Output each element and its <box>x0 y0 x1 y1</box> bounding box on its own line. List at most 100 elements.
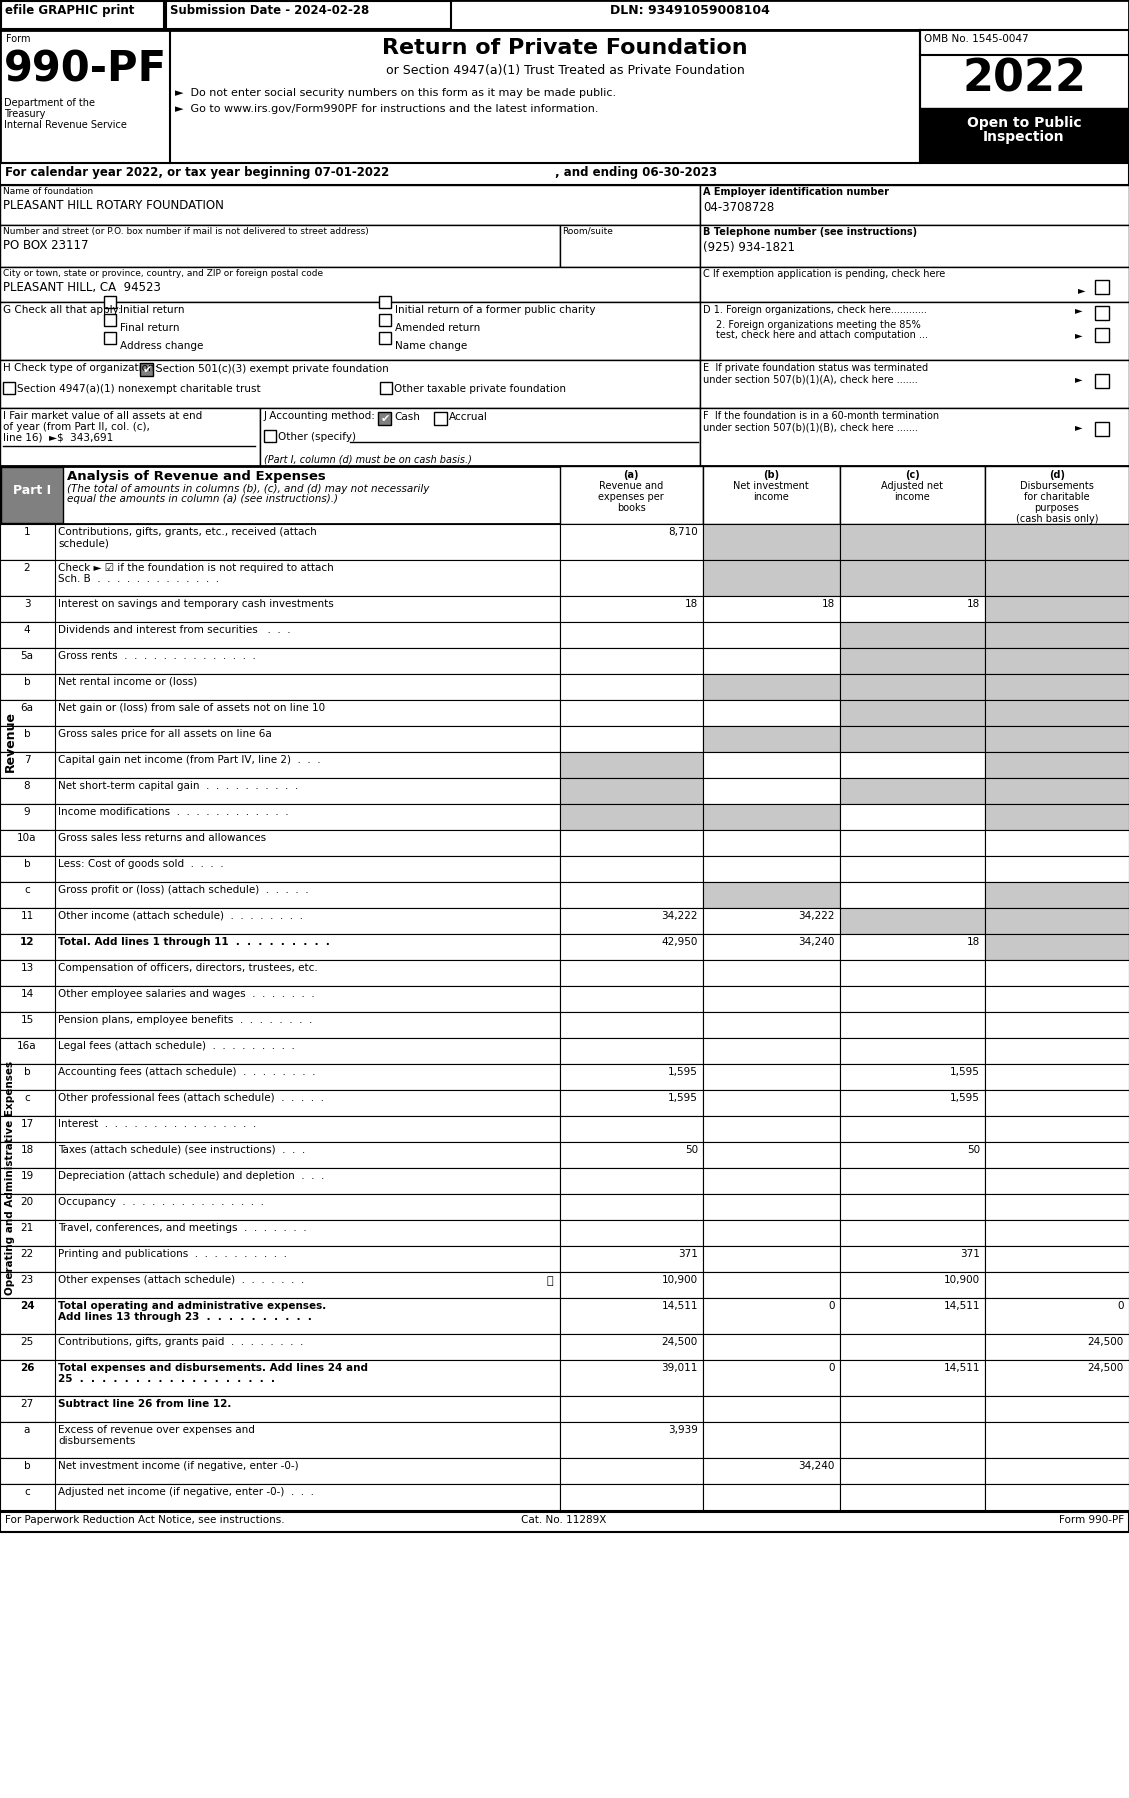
Text: b: b <box>24 859 30 868</box>
Text: Disbursements: Disbursements <box>1021 482 1094 491</box>
Bar <box>0 1512 1129 1532</box>
Bar <box>840 1458 984 1483</box>
Text: 50: 50 <box>966 1145 980 1154</box>
Text: ✔: ✔ <box>143 365 152 376</box>
Text: line 16)  ►$  343,691: line 16) ►$ 343,691 <box>3 433 113 442</box>
Bar <box>840 699 984 726</box>
Bar <box>984 1298 1129 1334</box>
Text: G Check all that apply:: G Check all that apply: <box>3 306 122 315</box>
Text: Adjusted net: Adjusted net <box>881 482 943 491</box>
Bar <box>840 1169 984 1194</box>
Text: Name of foundation: Name of foundation <box>3 187 93 196</box>
Bar <box>166 2 450 29</box>
Text: B Telephone number (see instructions): B Telephone number (see instructions) <box>703 227 917 237</box>
Bar <box>0 699 560 726</box>
Text: 1,595: 1,595 <box>668 1093 698 1102</box>
Text: F  If the foundation is in a 60-month termination: F If the foundation is in a 60-month ter… <box>703 412 939 421</box>
Text: efile GRAPHIC print: efile GRAPHIC print <box>5 4 134 16</box>
Text: or Section 4947(a)(1) Trust Treated as Private Foundation: or Section 4947(a)(1) Trust Treated as P… <box>386 65 744 77</box>
Text: 04-3708728: 04-3708728 <box>703 201 774 214</box>
Text: 3: 3 <box>24 599 30 610</box>
Bar <box>984 647 1129 674</box>
Text: 0: 0 <box>829 1363 835 1374</box>
Bar <box>703 1422 840 1458</box>
Bar <box>703 559 840 595</box>
Bar <box>984 1334 1129 1359</box>
Bar <box>703 1117 840 1142</box>
Text: Subtract line 26 from line 12.: Subtract line 26 from line 12. <box>58 1399 231 1410</box>
Bar <box>104 333 116 343</box>
Text: Initial return of a former public charity: Initial return of a former public charit… <box>395 306 595 315</box>
Text: Net investment: Net investment <box>733 482 808 491</box>
Bar <box>0 985 560 1012</box>
Bar <box>0 408 260 466</box>
Bar <box>0 1090 55 1117</box>
Bar <box>840 908 984 933</box>
Text: c: c <box>24 1093 29 1102</box>
Text: Occupancy  .  .  .  .  .  .  .  .  .  .  .  .  .  .  .: Occupancy . . . . . . . . . . . . . . . <box>58 1197 264 1206</box>
Bar <box>560 779 703 804</box>
Text: 4: 4 <box>24 626 30 635</box>
Bar <box>703 1221 840 1246</box>
Bar <box>560 1395 703 1422</box>
Text: , and ending 06-30-2023: , and ending 06-30-2023 <box>555 165 717 180</box>
Text: C If exemption application is pending, check here: C If exemption application is pending, c… <box>703 270 945 279</box>
Bar <box>700 266 1129 302</box>
Text: 2: 2 <box>24 563 30 574</box>
Text: Open to Public: Open to Public <box>966 117 1082 129</box>
Bar <box>703 1064 840 1090</box>
Bar <box>0 1395 560 1422</box>
Text: 39,011: 39,011 <box>662 1363 698 1374</box>
Text: Interest on savings and temporary cash investments: Interest on savings and temporary cash i… <box>58 599 334 610</box>
Bar <box>840 523 984 559</box>
Bar <box>703 1458 840 1483</box>
Text: Income modifications  .  .  .  .  .  .  .  .  .  .  .  .: Income modifications . . . . . . . . . .… <box>58 807 289 816</box>
Bar <box>984 856 1129 883</box>
Bar <box>560 1271 703 1298</box>
Text: 24,500: 24,500 <box>1087 1363 1124 1374</box>
Bar <box>840 1483 984 1510</box>
Text: 5a: 5a <box>20 651 34 662</box>
Bar <box>840 985 984 1012</box>
Bar <box>0 1271 55 1298</box>
Text: 34,222: 34,222 <box>662 912 698 921</box>
Bar <box>984 726 1129 752</box>
Text: 34,240: 34,240 <box>798 937 835 948</box>
Text: Room/suite: Room/suite <box>562 227 613 236</box>
Bar <box>840 779 984 804</box>
Bar <box>0 726 55 752</box>
Bar <box>840 1334 984 1359</box>
Bar <box>840 933 984 960</box>
Text: 3,939: 3,939 <box>668 1426 698 1435</box>
Bar <box>560 1012 703 1037</box>
Bar <box>703 804 840 831</box>
Bar <box>0 559 560 595</box>
Bar <box>1095 423 1109 435</box>
Bar <box>0 674 55 699</box>
Bar <box>1095 374 1109 388</box>
Bar <box>1095 327 1109 342</box>
Bar <box>840 1142 984 1169</box>
Text: 16a: 16a <box>17 1041 37 1052</box>
Text: OMB No. 1545-0047: OMB No. 1545-0047 <box>924 34 1029 43</box>
Text: Other income (attach schedule)  .  .  .  .  .  .  .  .: Other income (attach schedule) . . . . .… <box>58 912 303 921</box>
Text: 26: 26 <box>19 1363 34 1374</box>
Bar <box>703 1090 840 1117</box>
Bar <box>984 1221 1129 1246</box>
Text: 27: 27 <box>20 1399 34 1410</box>
Bar <box>560 985 703 1012</box>
Text: Dividends and interest from securities   .  .  .: Dividends and interest from securities .… <box>58 626 290 635</box>
Text: Initial return: Initial return <box>120 306 184 315</box>
Bar <box>703 1359 840 1395</box>
Text: 2022: 2022 <box>962 58 1086 101</box>
Bar <box>560 726 703 752</box>
Text: ►  Go to www.irs.gov/Form990PF for instructions and the latest information.: ► Go to www.irs.gov/Form990PF for instru… <box>175 104 598 113</box>
Text: For Paperwork Reduction Act Notice, see instructions.: For Paperwork Reduction Act Notice, see … <box>5 1516 285 1525</box>
Bar <box>0 1117 560 1142</box>
Bar <box>703 647 840 674</box>
Bar <box>703 622 840 647</box>
Text: (cash basis only): (cash basis only) <box>1016 514 1099 523</box>
Bar <box>0 831 55 856</box>
Bar <box>920 108 1129 164</box>
Text: test, check here and attach computation ...: test, check here and attach computation … <box>716 331 928 340</box>
